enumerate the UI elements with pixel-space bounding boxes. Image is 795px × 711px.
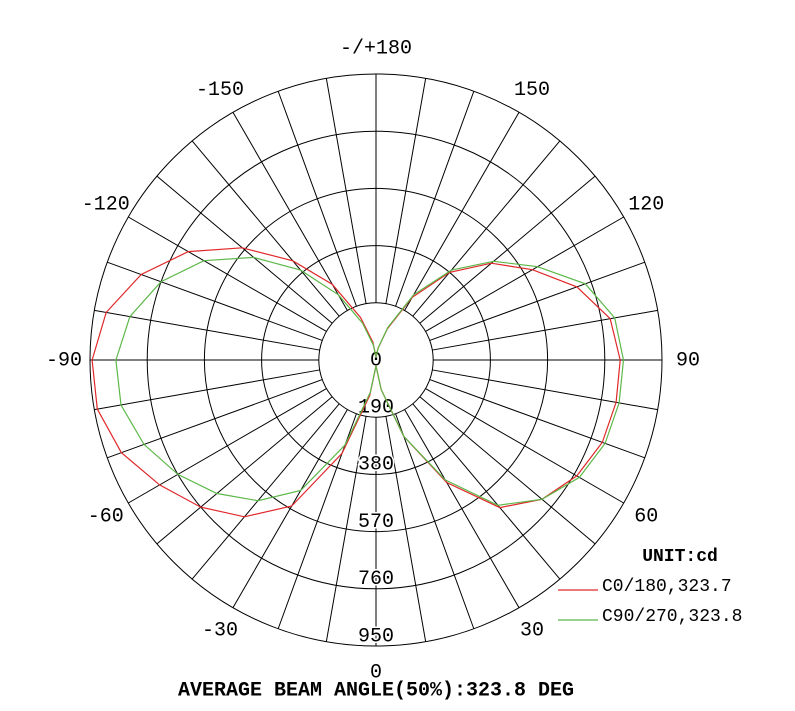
ring: [261, 245, 491, 475]
legend-label: C90/270,323.8: [602, 607, 742, 627]
theta-tick-label: -/+180: [340, 37, 412, 60]
theta-tick-label: -150: [196, 79, 244, 102]
theta-tick-label: -60: [88, 505, 124, 528]
r-tick-label: 380: [358, 454, 394, 477]
theta-tick-label: 150: [514, 79, 550, 102]
unit-label: UNIT:cd: [642, 547, 718, 567]
ring: [89, 73, 663, 647]
ring: [146, 130, 606, 590]
theta-tick-label: -90: [46, 349, 82, 372]
theta-tick-label: 120: [628, 193, 664, 216]
theta-tick-label: 30: [520, 619, 544, 642]
r-tick-label: 760: [358, 568, 394, 591]
series-line: [115, 256, 625, 506]
legend-label: C0/180,323.7: [602, 577, 732, 597]
beam-angle-note: AVERAGE BEAM ANGLE(50%):323.8 DEG: [178, 679, 574, 702]
theta-tick-label: 90: [676, 349, 700, 372]
theta-tick-label: 0: [370, 661, 382, 684]
theta-tick-label: -30: [202, 619, 238, 642]
r-tick-label: 950: [358, 625, 394, 648]
ring: [203, 187, 549, 533]
ring: [318, 302, 434, 418]
theta-tick-label: 60: [634, 505, 658, 528]
r-tick-label: 0: [370, 349, 382, 372]
theta-tick-label: -120: [82, 193, 130, 216]
series-line: [91, 247, 621, 518]
r-tick-label: 570: [358, 511, 394, 534]
